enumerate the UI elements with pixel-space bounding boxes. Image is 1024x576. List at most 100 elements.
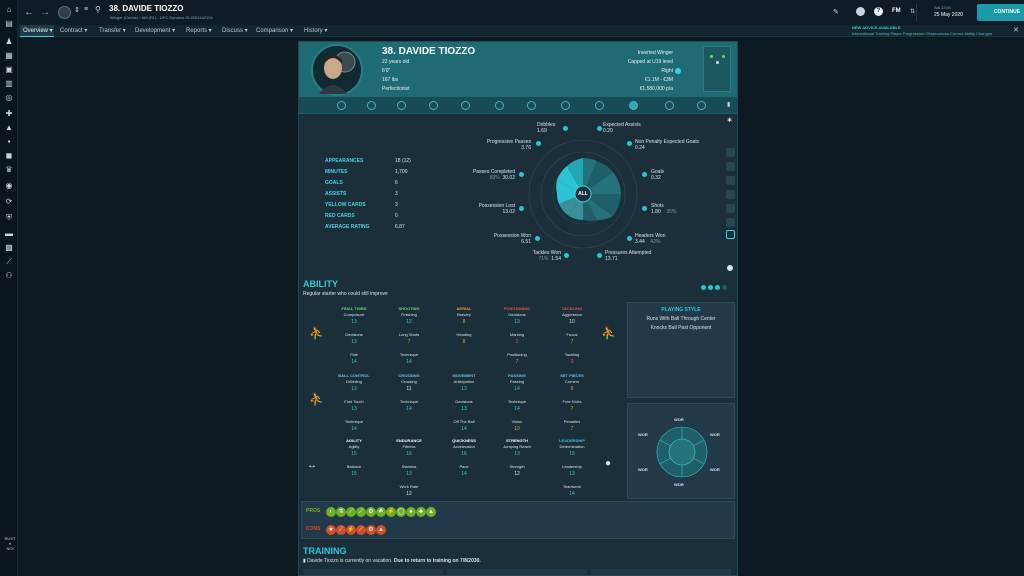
data-hub-icon[interactable]: ▬ (5, 229, 13, 238)
radar-filter-icon[interactable] (726, 218, 735, 227)
back-icon[interactable]: ← (24, 7, 34, 18)
home-icon[interactable]: ⌂ (6, 5, 12, 14)
contract-icon[interactable] (495, 101, 504, 110)
settings-icon[interactable]: ✱ (727, 118, 733, 124)
radar-point (627, 141, 632, 146)
pro-trait-icon[interactable]: ☘ (376, 507, 386, 517)
club-vision-icon[interactable]: ⛨ (6, 213, 12, 222)
pro-trait-icon[interactable]: ♣ (416, 507, 426, 517)
stats-icon[interactable] (429, 101, 438, 110)
pro-trait-icon[interactable]: ◯ (396, 507, 406, 517)
bin-icon[interactable]: ▮ (727, 102, 731, 108)
search-icon[interactable]: ⚲ (95, 5, 101, 14)
scouting-icon[interactable]: ◉ (5, 181, 13, 190)
training-card[interactable] (591, 569, 731, 575)
continue-button[interactable]: CONTINUE (977, 4, 1024, 21)
calendar-icon[interactable]: ▣ (5, 65, 13, 74)
tab-history[interactable]: History ▾ (304, 28, 328, 34)
radar-filter-icon-active[interactable] (726, 230, 735, 239)
pro-trait-icon[interactable]: ◐ (326, 507, 336, 517)
personal-details-icon[interactable] (337, 101, 346, 110)
attribute-value: 13 (514, 451, 520, 457)
radar-segment (557, 166, 583, 194)
reports-icon[interactable] (561, 101, 570, 110)
fm-logo[interactable]: FM (892, 8, 901, 14)
tab-development[interactable]: Development ▾ (135, 28, 176, 34)
pro-trait-icon[interactable]: ⚗ (336, 507, 346, 517)
pro-trait-icon[interactable]: ♠ (406, 507, 416, 517)
tab-transfer[interactable]: Transfer ▾ (99, 28, 126, 34)
left-sidebar: ⌂ ▤ ♟ ▦ ▣ ▥ ◎ ✚ ▲ ▪ ◼ ♛ ◉ ⟳ ⛨ ▬ ▩ ⟋ ⚇ RU… (0, 0, 18, 576)
attribute-name: Technique (507, 399, 527, 404)
training-card[interactable] (447, 569, 587, 575)
match-icon[interactable]: ⟋ (6, 257, 12, 266)
page-dot[interactable] (708, 285, 713, 290)
club-icon[interactable]: ◼ (5, 151, 13, 160)
development-icon[interactable]: ▩ (5, 243, 13, 252)
pro-trait-icon[interactable]: ▲ (426, 507, 436, 517)
pro-trait-icon[interactable]: ⚡ (386, 507, 396, 517)
tab-overview[interactable]: Overview ▾ (20, 25, 54, 37)
pro-trait-icon[interactable]: ⟋ (356, 507, 366, 517)
con-trait-icon[interactable]: ★ (326, 525, 336, 535)
attribute-group-title: POSITIONING (503, 306, 531, 311)
con-trait-icon[interactable]: ▲ (376, 525, 386, 535)
radar-center[interactable] (574, 185, 592, 203)
interaction-icon[interactable] (595, 101, 604, 110)
forward-icon[interactable]: → (40, 7, 50, 18)
radar-filter-icon[interactable] (726, 148, 735, 157)
pro-trait-icon[interactable]: ⚙ (366, 507, 376, 517)
pro-trait-icon[interactable]: ⟋ (346, 507, 356, 517)
training-icon-small[interactable] (397, 101, 406, 110)
medical-icon-small[interactable] (527, 101, 536, 110)
tab-reports[interactable]: Reports ▾ (186, 28, 212, 34)
training-icon[interactable]: ◎ (5, 93, 13, 102)
edit-icon[interactable]: ✎ (833, 9, 839, 16)
attribute-group-title: STRENGTH (506, 438, 528, 443)
radar-filter-icon[interactable] (726, 190, 735, 199)
con-trait-icon[interactable]: ⚙ (366, 525, 376, 535)
page-dot[interactable] (715, 285, 720, 290)
comparison-icon[interactable] (697, 101, 706, 110)
page-dot[interactable] (701, 285, 706, 290)
report-icon[interactable]: ▥ (5, 79, 13, 88)
con-trait-icon[interactable]: ⟋ (356, 525, 366, 535)
medical-icon[interactable]: ✚ (5, 109, 13, 118)
staff-icon[interactable]: ▲ (5, 123, 13, 132)
club-badge-icon[interactable] (856, 7, 865, 16)
transfers-icon[interactable]: ⟳ (5, 197, 13, 206)
attribute-group-title: MOVEMENT (452, 373, 476, 378)
advice-notice[interactable]: NEW ADVICE AVAILABLE International Train… (852, 25, 1012, 37)
attributes-icon[interactable] (367, 101, 376, 110)
tab-discuss[interactable]: Discuss ▾ (222, 28, 248, 34)
trophy-icon[interactable]: ♛ (5, 165, 13, 174)
finance-icon[interactable]: ▪ (7, 137, 11, 146)
radar-filter-icon[interactable] (726, 204, 735, 213)
position-icon[interactable] (629, 101, 638, 110)
radar-filter-icon[interactable] (726, 176, 735, 185)
attribute-name: Marking (509, 332, 525, 337)
history-icon[interactable] (461, 101, 470, 110)
info-icon[interactable] (727, 265, 733, 271)
physical-icon: ↔ (307, 460, 317, 471)
dynamics-icon[interactable]: ▦ (5, 51, 13, 60)
close-icon[interactable]: ✕ (1013, 27, 1019, 34)
menu-icon[interactable]: ≡ (84, 6, 89, 13)
squad-icon[interactable]: ♟ (5, 37, 13, 46)
tab-comparison[interactable]: Comparison ▾ (256, 28, 294, 34)
help-icon[interactable]: ? (874, 7, 883, 16)
radar-filter-icon[interactable] (726, 162, 735, 171)
inbox-icon[interactable]: ▤ (5, 19, 13, 28)
attribute-group-title: CROSSING (398, 373, 420, 378)
radar-label-tackles-won: Tackles Won 71% 1.54 (532, 250, 561, 262)
scouting-icon-small[interactable] (665, 101, 674, 110)
page-dot[interactable] (722, 285, 727, 290)
con-trait-icon[interactable]: ⚡ (346, 525, 356, 535)
scroll-indicator-icon[interactable]: ⇅ (910, 9, 916, 15)
training-card[interactable] (303, 569, 443, 575)
position-pitch[interactable] (703, 46, 731, 92)
tab-contract[interactable]: Contract ▾ (60, 28, 88, 34)
con-trait-icon[interactable]: ⟋ (336, 525, 346, 535)
sort-icon[interactable]: ⇕ (74, 7, 80, 14)
manager-icon[interactable]: ⚇ (5, 271, 13, 280)
